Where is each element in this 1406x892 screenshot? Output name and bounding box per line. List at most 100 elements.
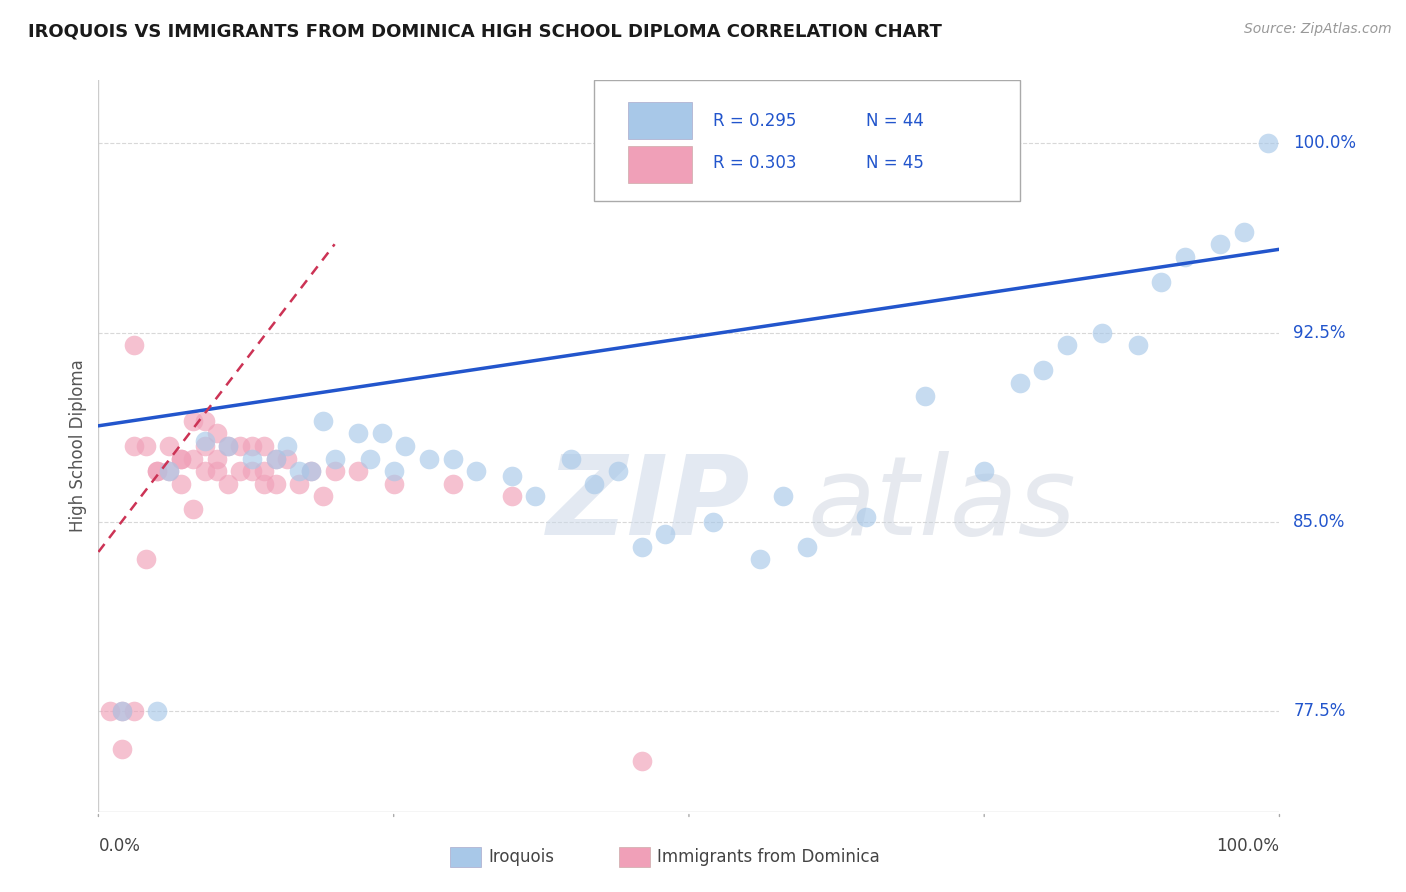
Point <box>111 741 134 756</box>
Point <box>98 704 121 718</box>
FancyBboxPatch shape <box>595 80 1019 201</box>
Point <box>524 490 547 504</box>
FancyBboxPatch shape <box>627 146 693 183</box>
Point <box>122 338 145 352</box>
Point <box>630 754 652 768</box>
Point <box>1257 136 1279 151</box>
Point <box>654 527 676 541</box>
Bar <box>450 847 481 867</box>
Point <box>205 451 228 466</box>
Point <box>170 476 193 491</box>
Point <box>288 464 311 478</box>
Point <box>441 451 464 466</box>
Text: N = 44: N = 44 <box>866 112 924 129</box>
Point <box>359 451 381 466</box>
Point <box>1126 338 1149 352</box>
Point <box>748 552 770 566</box>
Point <box>1032 363 1054 377</box>
Point <box>146 464 169 478</box>
Text: Source: ZipAtlas.com: Source: ZipAtlas.com <box>1244 22 1392 37</box>
Point <box>194 414 217 428</box>
Point <box>122 439 145 453</box>
Point <box>382 476 405 491</box>
Point <box>229 439 252 453</box>
Point <box>264 451 287 466</box>
Point <box>914 388 936 402</box>
Point <box>111 704 134 718</box>
Text: 92.5%: 92.5% <box>1294 324 1346 342</box>
Text: R = 0.295: R = 0.295 <box>713 112 796 129</box>
Bar <box>619 847 650 867</box>
Point <box>772 490 794 504</box>
Point <box>135 439 157 453</box>
Point <box>217 439 239 453</box>
Point <box>240 451 263 466</box>
Point <box>347 426 370 441</box>
Point <box>122 704 145 718</box>
Point <box>855 509 877 524</box>
Point <box>194 439 217 453</box>
Text: 77.5%: 77.5% <box>1294 702 1346 720</box>
Point <box>1008 376 1031 390</box>
Point <box>394 439 416 453</box>
Point <box>276 439 298 453</box>
Point <box>264 476 287 491</box>
Point <box>607 464 630 478</box>
Point <box>135 552 157 566</box>
Point <box>181 502 204 516</box>
Point <box>264 451 287 466</box>
Point <box>157 464 180 478</box>
Text: 85.0%: 85.0% <box>1294 513 1346 531</box>
Point <box>312 414 335 428</box>
Point <box>560 451 582 466</box>
Point <box>465 464 488 478</box>
Point <box>347 464 370 478</box>
Text: ZIP: ZIP <box>547 451 751 558</box>
Point <box>217 439 239 453</box>
Point <box>217 476 239 491</box>
Point <box>181 414 204 428</box>
Point <box>194 434 217 448</box>
Text: Immigrants from Dominica: Immigrants from Dominica <box>657 848 879 866</box>
Point <box>288 476 311 491</box>
Text: R = 0.303: R = 0.303 <box>713 154 796 172</box>
Point <box>205 464 228 478</box>
Point <box>229 464 252 478</box>
Point <box>371 426 394 441</box>
Point <box>240 464 263 478</box>
Point <box>181 451 204 466</box>
Text: 100.0%: 100.0% <box>1294 135 1357 153</box>
FancyBboxPatch shape <box>627 103 693 139</box>
Text: 100.0%: 100.0% <box>1216 837 1279 855</box>
Point <box>170 451 193 466</box>
Y-axis label: High School Diploma: High School Diploma <box>69 359 87 533</box>
Point <box>276 451 298 466</box>
Point <box>1174 250 1197 264</box>
Point <box>973 464 995 478</box>
Point <box>796 540 818 554</box>
Point <box>1233 225 1256 239</box>
Point <box>323 464 346 478</box>
Point <box>146 704 169 718</box>
Point <box>253 476 276 491</box>
Point <box>1209 237 1232 252</box>
Text: 0.0%: 0.0% <box>98 837 141 855</box>
Point <box>253 464 276 478</box>
Point <box>253 439 276 453</box>
Point <box>205 426 228 441</box>
Point <box>702 515 724 529</box>
Point <box>194 464 217 478</box>
Point <box>1150 275 1173 289</box>
Text: atlas: atlas <box>807 451 1076 558</box>
Point <box>583 476 606 491</box>
Point <box>299 464 322 478</box>
Point <box>501 490 523 504</box>
Point <box>323 451 346 466</box>
Text: IROQUOIS VS IMMIGRANTS FROM DOMINICA HIGH SCHOOL DIPLOMA CORRELATION CHART: IROQUOIS VS IMMIGRANTS FROM DOMINICA HIG… <box>28 22 942 40</box>
Point <box>240 439 263 453</box>
Point <box>501 469 523 483</box>
Point <box>1056 338 1078 352</box>
Point <box>441 476 464 491</box>
Point <box>312 490 335 504</box>
Point <box>146 464 169 478</box>
